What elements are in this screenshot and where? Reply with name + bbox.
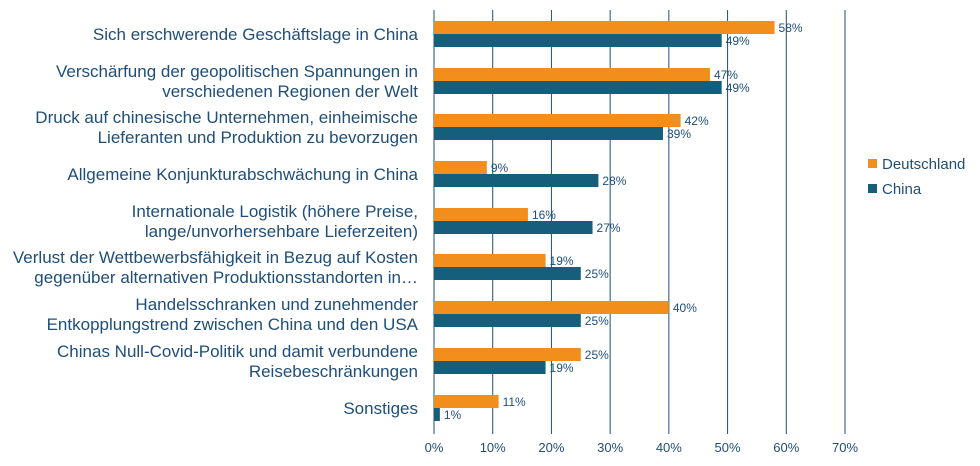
- category-label: gegenüber alternativen Produktionsstando…: [34, 268, 418, 287]
- x-tick-label: 0%: [425, 440, 444, 455]
- category-label: Druck auf chinesische Unternehmen, einhe…: [35, 108, 418, 127]
- category-label: Entkopplungstrend zwischen China und den…: [47, 315, 419, 334]
- china-value-label: 39%: [667, 127, 691, 141]
- deutschland-value-label: 42%: [685, 114, 709, 128]
- deutschland-value-label: 19%: [550, 254, 574, 268]
- deutschland-bar: [434, 114, 681, 127]
- deutschland-bar: [434, 254, 546, 267]
- category-label: Sonstiges: [343, 399, 418, 418]
- bars: [434, 21, 775, 421]
- china-value-label: 19%: [550, 361, 574, 375]
- category-label: Internationale Logistik (höhere Preise,: [132, 202, 418, 221]
- china-bar: [434, 408, 440, 421]
- legend-swatch: [868, 184, 877, 193]
- category-label: lange/unvorhersehbare Lieferzeiten): [145, 222, 418, 241]
- deutschland-bar: [434, 208, 528, 221]
- china-bar: [434, 221, 593, 234]
- deutschland-bar: [434, 21, 775, 34]
- china-value-label: 49%: [726, 81, 750, 95]
- deutschland-bar: [434, 68, 710, 81]
- x-tick-label: 70%: [832, 440, 858, 455]
- x-tick-label: 40%: [656, 440, 682, 455]
- category-label: Sich erschwerende Geschäftslage in China: [93, 25, 419, 44]
- china-bar: [434, 34, 722, 47]
- china-value-label: 1%: [444, 408, 462, 422]
- legend: Deutschland China: [868, 156, 965, 198]
- legend-label: Deutschland: [882, 156, 965, 173]
- category-labels: Sich erschwerende Geschäftslage in China…: [13, 25, 419, 418]
- china-bar: [434, 267, 581, 280]
- deutschland-value-label: 40%: [673, 301, 697, 315]
- deutschland-value-label: 25%: [585, 348, 609, 362]
- category-label: Lieferanten und Produktion zu bevorzugen: [98, 128, 418, 147]
- x-tick-label: 10%: [480, 440, 506, 455]
- china-bar: [434, 174, 599, 187]
- category-label: Verlust der Wettbewerbsfähigkeit in Bezu…: [13, 248, 418, 267]
- deutschland-bar: [434, 348, 581, 361]
- deutschland-value-label: 11%: [503, 395, 526, 409]
- china-bar: [434, 314, 581, 327]
- x-tick-label: 60%: [773, 440, 799, 455]
- deutschland-value-label: 16%: [532, 208, 556, 222]
- deutschland-value-label: 9%: [491, 161, 509, 175]
- category-label: Handelsschranken und zunehmender: [135, 295, 418, 314]
- deutschland-bar: [434, 161, 487, 174]
- category-label: Chinas Null-Covid-Politik und damit verb…: [57, 342, 418, 361]
- china-bar: [434, 127, 663, 140]
- x-axis-ticks: 0% 10% 20% 30% 40% 50% 60% 70%: [425, 440, 859, 455]
- deutschland-value-label: 58%: [779, 21, 803, 35]
- x-tick-label: 20%: [538, 440, 564, 455]
- china-bar: [434, 81, 722, 94]
- deutschland-value-label: 47%: [714, 68, 738, 82]
- china-value-label: 27%: [597, 221, 621, 235]
- deutschland-bar: [434, 395, 499, 408]
- category-label: Verschärfung der geopolitischen Spannung…: [56, 62, 418, 81]
- x-tick-label: 50%: [715, 440, 741, 455]
- category-label: Reisebeschränkungen: [249, 362, 418, 381]
- legend-swatch: [868, 159, 877, 168]
- deutschland-bar: [434, 301, 669, 314]
- legend-label: China: [882, 181, 922, 198]
- x-tick-label: 30%: [597, 440, 623, 455]
- china-value-label: 25%: [585, 314, 609, 328]
- china-bar: [434, 361, 546, 374]
- china-value-label: 28%: [602, 174, 626, 188]
- category-label: Allgemeine Konjunkturabschwächung in Chi…: [67, 165, 418, 184]
- value-labels: 58% 47% 42% 9% 16% 19% 40% 25% 11% 49% 49% 39% 28% 27…: [444, 21, 803, 422]
- category-label: verschiedenen Regionen der Welt: [162, 82, 418, 101]
- china-value-label: 49%: [726, 34, 750, 48]
- china-value-label: 25%: [585, 267, 609, 281]
